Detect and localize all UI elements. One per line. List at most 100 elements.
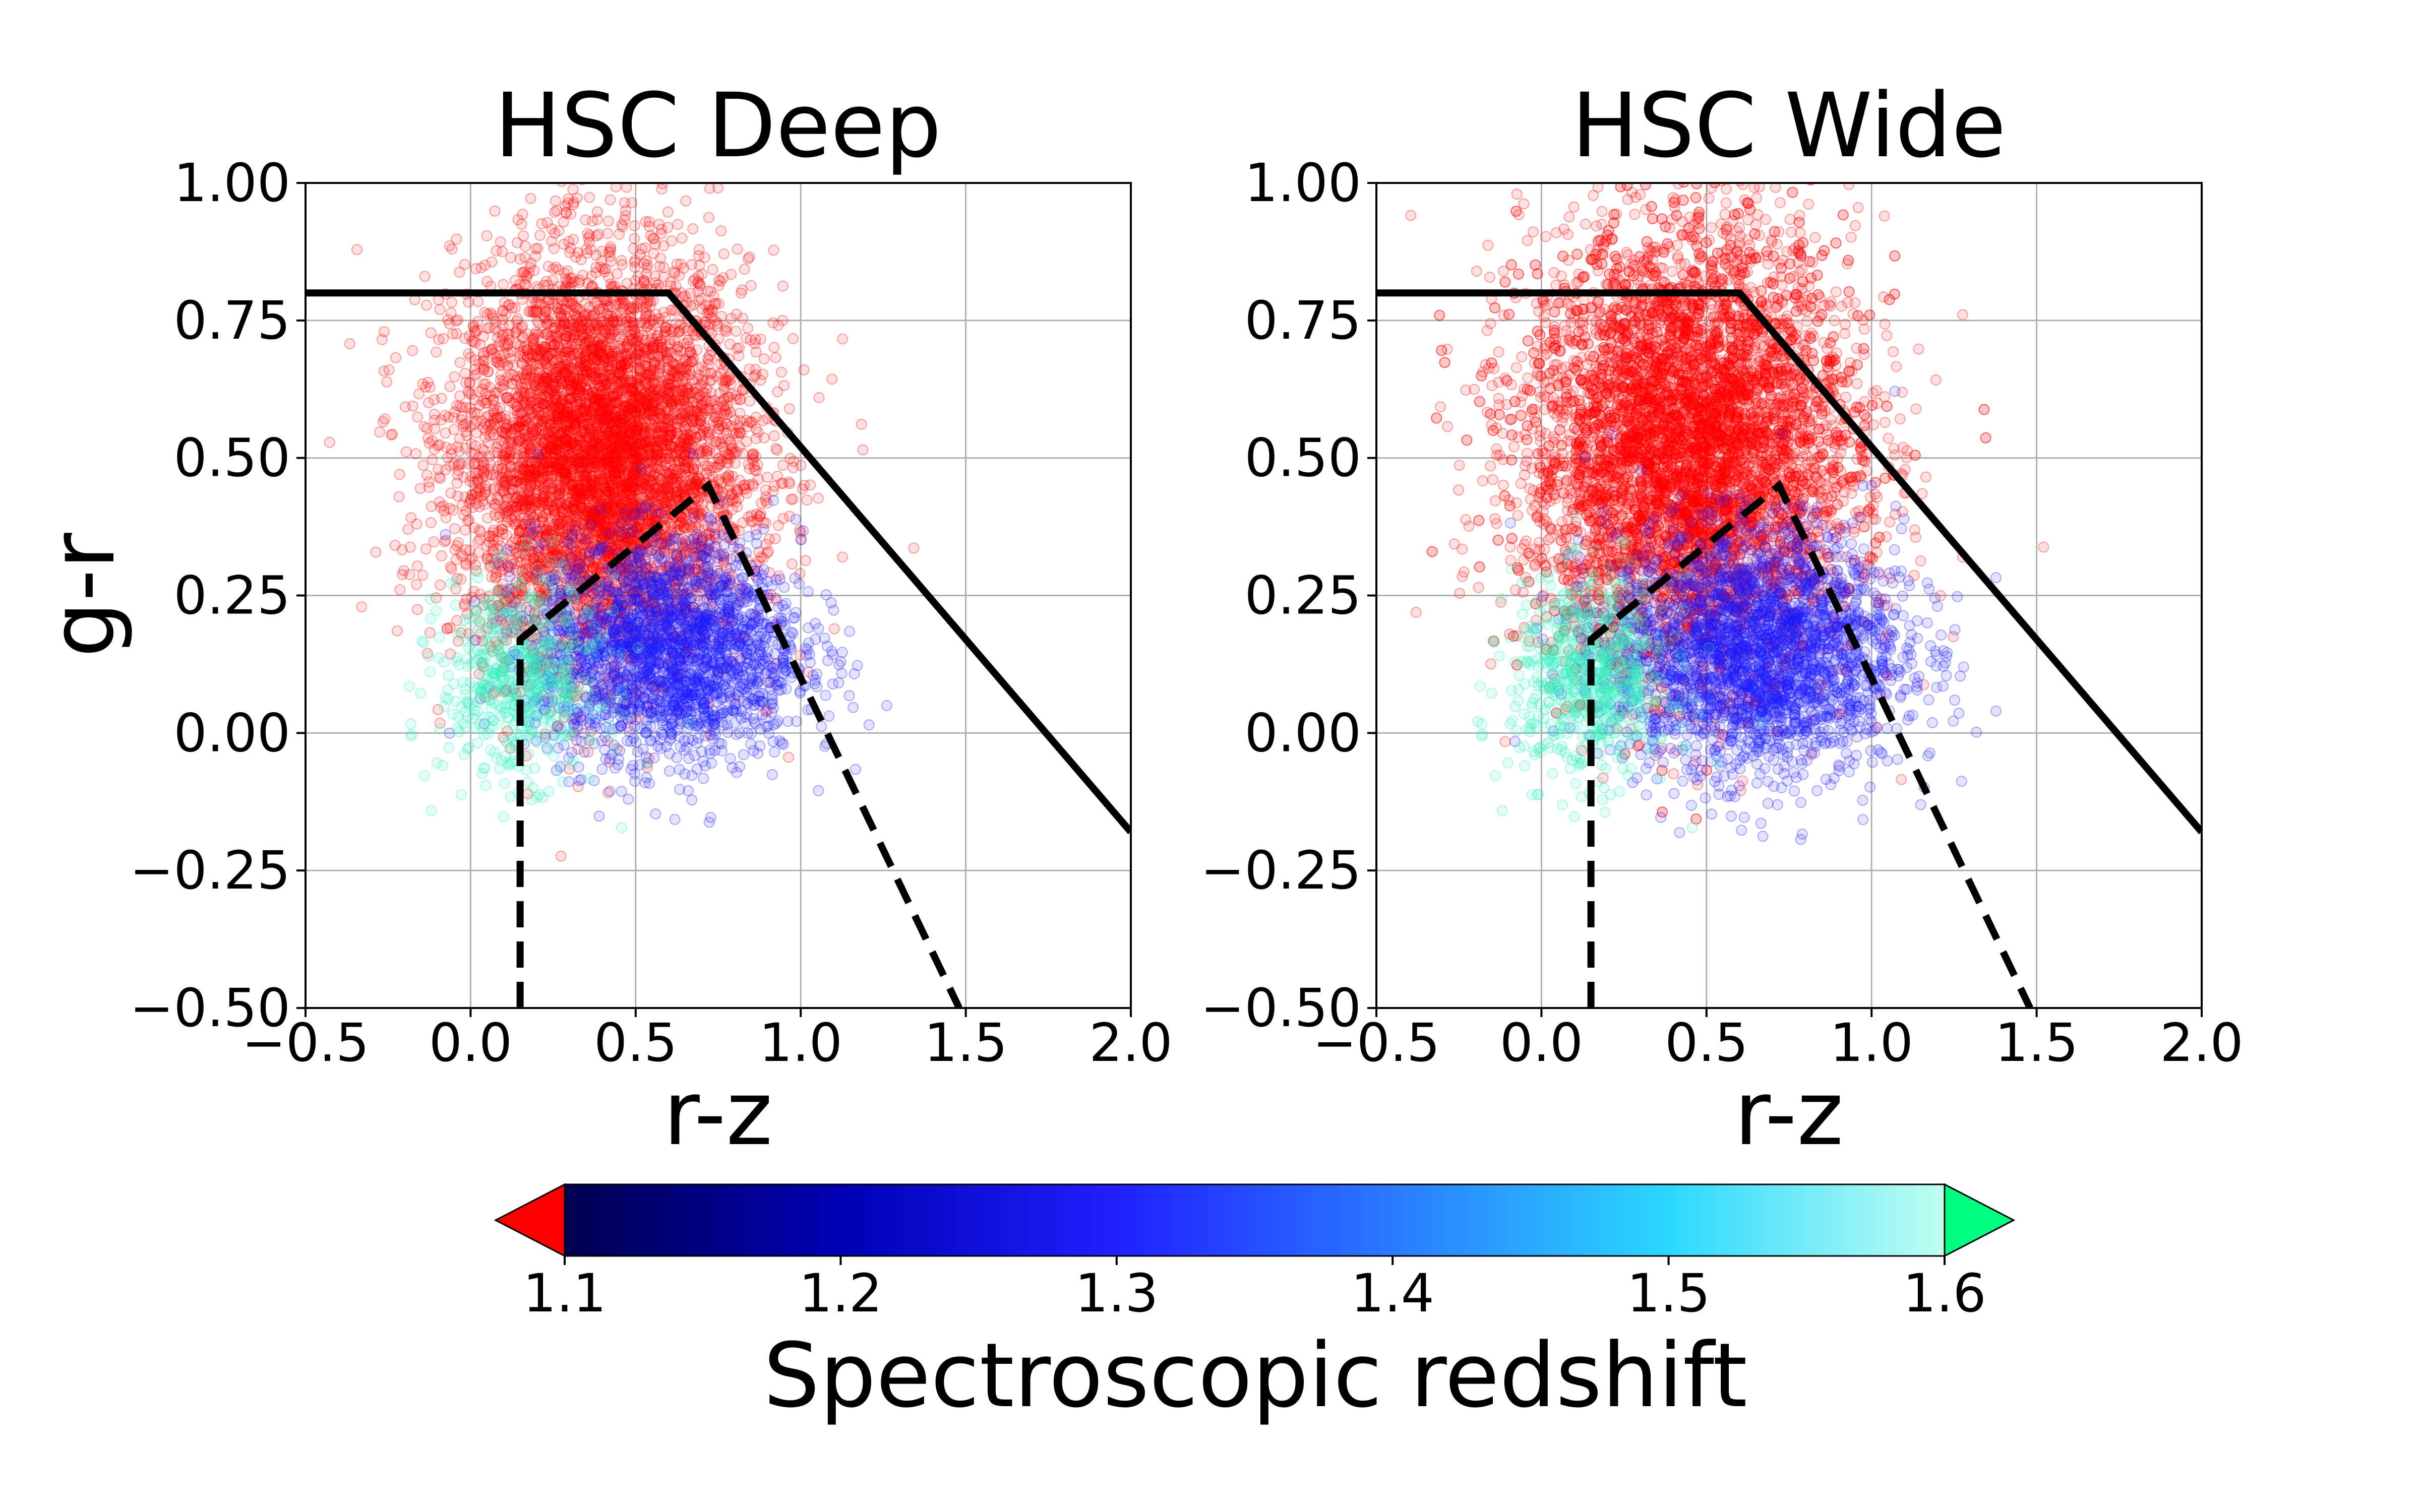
data-point	[497, 314, 508, 325]
data-point	[562, 403, 573, 415]
data-point	[703, 359, 714, 370]
data-point	[716, 310, 727, 322]
data-point	[597, 472, 609, 484]
data-point	[540, 376, 552, 388]
data-point	[856, 418, 867, 430]
data-point	[446, 563, 457, 575]
data-point	[670, 433, 682, 445]
data-point	[489, 498, 501, 510]
data-point	[534, 229, 546, 241]
data-point	[554, 391, 565, 402]
data-point	[627, 469, 639, 480]
data-point	[592, 366, 603, 377]
data-point	[584, 192, 595, 203]
data-point	[467, 320, 479, 331]
data-point	[528, 573, 540, 584]
data-point	[440, 464, 451, 475]
data-point	[611, 424, 623, 436]
data-point	[579, 469, 590, 480]
data-point	[394, 584, 406, 596]
data-point	[571, 545, 582, 557]
data-point	[669, 469, 681, 481]
data-point	[572, 347, 583, 359]
data-point	[444, 381, 456, 392]
data-point	[324, 436, 335, 448]
data-point	[520, 480, 532, 492]
data-point	[688, 481, 699, 492]
data-point	[605, 256, 617, 267]
data-point	[648, 483, 660, 495]
data-point	[544, 576, 556, 587]
data-point	[676, 486, 687, 498]
data-point	[643, 216, 655, 227]
data-point	[590, 373, 602, 385]
data-point	[651, 559, 662, 571]
data-point	[706, 304, 718, 316]
data-point	[673, 520, 684, 531]
data-point	[652, 405, 664, 416]
data-point	[585, 366, 596, 378]
data-point	[801, 494, 813, 506]
data-point	[778, 380, 790, 391]
data-point	[601, 405, 613, 416]
data-point	[542, 261, 554, 272]
data-point	[542, 478, 554, 489]
data-point	[629, 449, 641, 460]
data-point	[522, 533, 534, 545]
data-point	[703, 528, 714, 540]
data-point	[434, 304, 446, 316]
data-point	[718, 248, 730, 260]
data-point	[706, 367, 717, 379]
data-point	[444, 240, 455, 251]
data-point	[615, 442, 626, 453]
data-point	[391, 625, 403, 637]
data-point	[662, 222, 674, 233]
data-point	[589, 324, 600, 335]
data-point	[722, 578, 734, 590]
data-point	[628, 462, 639, 473]
data-point	[786, 558, 798, 570]
data-point	[498, 279, 509, 290]
data-point	[662, 474, 674, 486]
data-point	[675, 384, 687, 395]
data-point	[676, 232, 688, 244]
data-point	[412, 411, 424, 423]
data-point	[580, 440, 592, 452]
data-point	[625, 375, 636, 387]
data-point	[634, 592, 646, 604]
data-point	[477, 347, 489, 359]
data-point	[436, 550, 447, 561]
data-point	[478, 488, 490, 500]
data-point	[545, 360, 557, 372]
data-point	[683, 433, 694, 445]
data-point	[449, 371, 460, 383]
data-point	[571, 564, 583, 576]
data-point	[611, 268, 623, 280]
data-point	[530, 327, 542, 338]
data-point	[577, 489, 588, 500]
data-point	[582, 366, 593, 377]
data-point	[652, 482, 663, 494]
data-point	[655, 583, 667, 595]
data-point	[656, 434, 668, 446]
data-point	[466, 336, 478, 347]
data-point	[351, 244, 363, 256]
data-point	[591, 458, 603, 470]
data-point	[640, 428, 652, 439]
data-point	[400, 446, 412, 458]
data-point	[566, 575, 577, 587]
data-point	[535, 499, 547, 511]
data-point	[739, 264, 750, 275]
panel-hsc-deep: HSC Deep −0.5 0.0 0.5 1.0 1.5 2.0 −0.50−0.250…	[31, 74, 1173, 1165]
data-point	[742, 253, 754, 265]
data-point	[515, 469, 526, 481]
data-point	[716, 611, 728, 623]
data-point	[529, 373, 540, 385]
data-point	[452, 490, 463, 502]
data-point	[745, 280, 757, 291]
data-point	[463, 377, 475, 389]
data-point	[678, 549, 690, 560]
data-point	[583, 388, 595, 400]
data-point	[378, 365, 390, 377]
data-point	[451, 328, 462, 339]
